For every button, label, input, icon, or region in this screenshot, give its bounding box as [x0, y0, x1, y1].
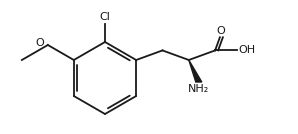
Text: O: O — [217, 26, 225, 36]
Text: OH: OH — [238, 45, 255, 55]
Text: NH₂: NH₂ — [188, 84, 209, 94]
Text: Cl: Cl — [100, 12, 111, 22]
Polygon shape — [189, 60, 202, 82]
Text: O: O — [35, 38, 44, 48]
